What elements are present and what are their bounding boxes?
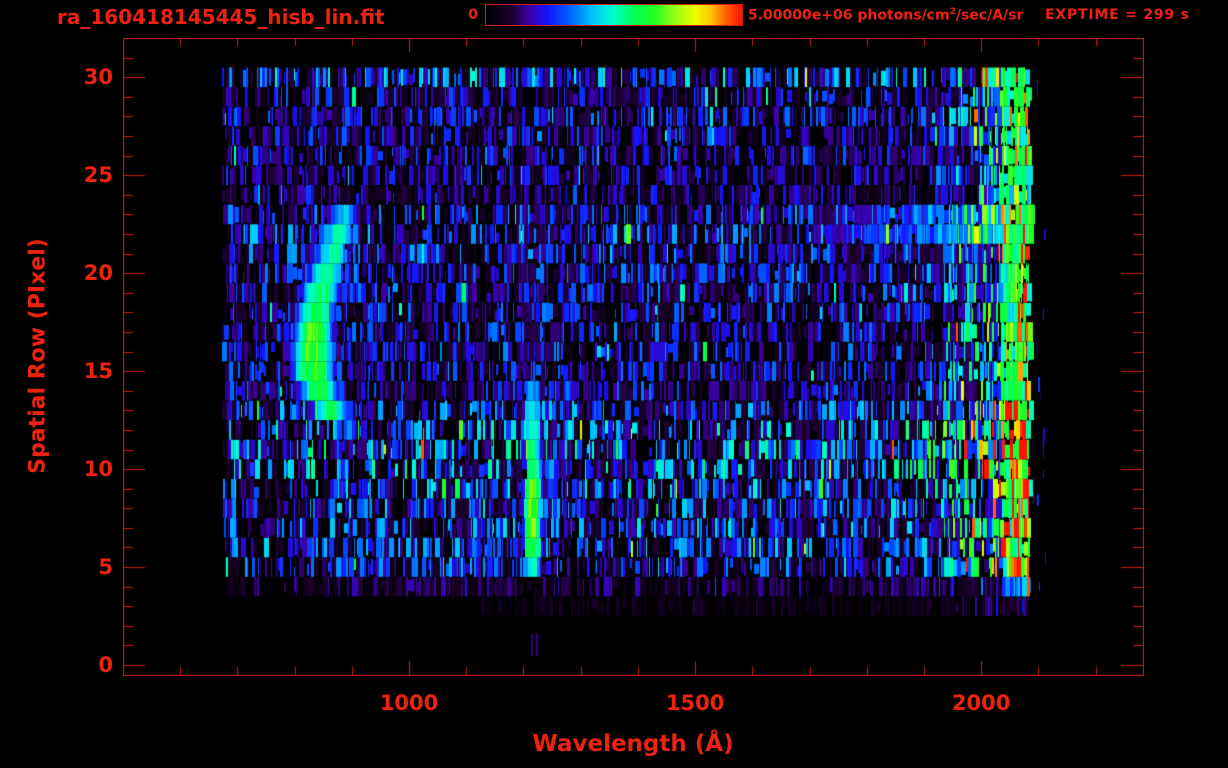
y-tick-label: 25 <box>83 163 113 188</box>
y-axis-title: Spatial Row (PIxel) <box>25 238 51 474</box>
colorbar-max-units: /sec/A/sr <box>955 7 1024 24</box>
y-tick-label: 15 <box>83 359 113 384</box>
spectrogram-heatmap <box>123 38 1144 676</box>
page-title: ra_160418145445_hisb_lin.fit <box>57 5 385 29</box>
colorbar-max-label: 5.00000e+06 photons/cm2/sec/A/sr <box>748 7 1023 24</box>
x-axis-title: Wavelength (Å) <box>532 731 734 757</box>
colorbar-max-value: 5.00000e+06 photons/cm <box>748 7 950 24</box>
x-tick-label: 2000 <box>951 691 1011 715</box>
x-tick-label: 1500 <box>665 691 725 715</box>
exptime-label: EXPTIME = 299 s <box>1045 7 1190 23</box>
y-tick-label: 10 <box>83 457 113 482</box>
y-tick-label: 5 <box>98 555 113 580</box>
colorbar-gradient <box>485 4 743 26</box>
x-tick-label: 1000 <box>379 691 439 715</box>
y-tick-label: 30 <box>83 65 113 90</box>
colorbar-max-superscript: 2 <box>949 7 956 17</box>
y-tick-label: 20 <box>83 261 113 286</box>
y-tick-label: 0 <box>98 653 113 677</box>
colorbar-min-label: 0 <box>468 7 478 23</box>
